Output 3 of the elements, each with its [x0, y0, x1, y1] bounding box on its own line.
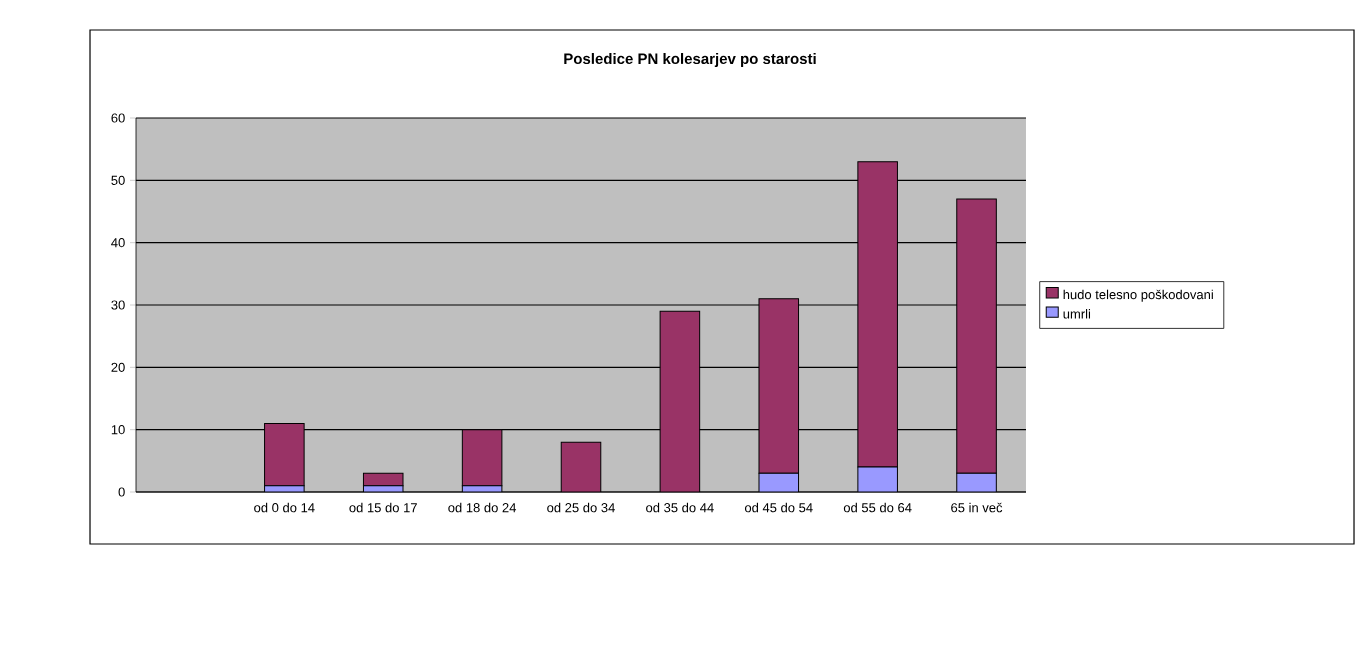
bar	[461, 429, 503, 487]
bar	[362, 472, 404, 487]
bar	[264, 422, 305, 487]
